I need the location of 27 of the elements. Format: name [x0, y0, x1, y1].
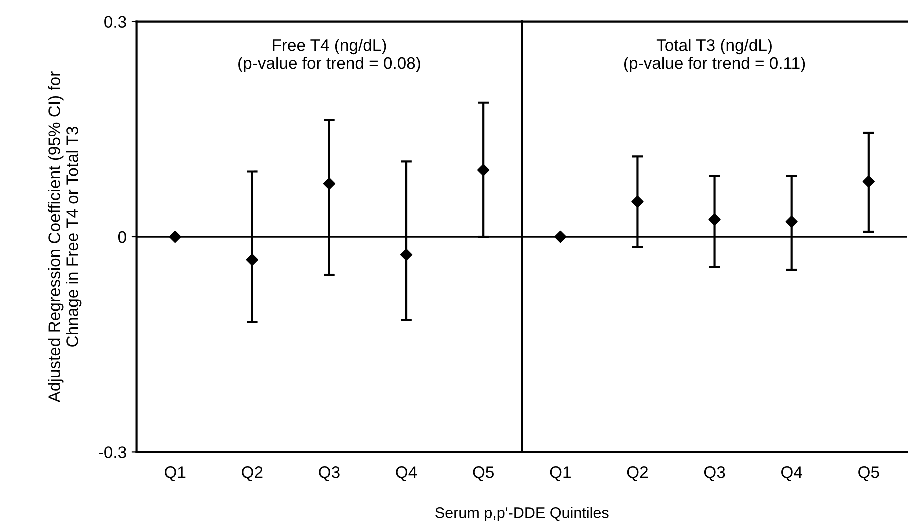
x-tick-label: Q2	[627, 466, 648, 482]
point	[323, 178, 336, 190]
y-axis-title: Adjusted Regression Coefficient (95% CI) for Chnage in Free T4 or Total T3	[48, 72, 82, 403]
point	[632, 196, 644, 208]
y-tick-label: 0.3	[104, 16, 126, 28]
point	[554, 230, 567, 244]
point	[169, 230, 182, 244]
x-tick-label: Q3	[704, 466, 726, 482]
x-tick-label: Q4	[396, 466, 418, 482]
x-axis-title: Serum p,p'-DDE Quintiles	[436, 507, 609, 522]
x-tick-label: Q5	[858, 466, 880, 482]
point	[708, 214, 721, 226]
x-tick-label: Q4	[782, 466, 802, 482]
x-tick-label: Q1	[550, 466, 571, 482]
annotation: Free T4 (ng/dL) (p-value for trend = 0.08)	[238, 39, 420, 73]
point	[786, 216, 798, 228]
point	[246, 254, 258, 266]
point	[400, 248, 413, 262]
annotation: Total T3 (ng/dL) (p-value for trend = 0.11)	[624, 39, 806, 73]
point	[862, 176, 875, 188]
x-tick-label: Q2	[242, 466, 263, 482]
x-tick-label: Q1	[165, 466, 186, 482]
point	[478, 164, 490, 176]
x-tick-label: Q3	[319, 466, 340, 482]
y-tick-label: 0	[118, 231, 126, 244]
y-tick-label: -0.3	[99, 446, 126, 458]
x-tick-label: Q5	[473, 466, 494, 482]
